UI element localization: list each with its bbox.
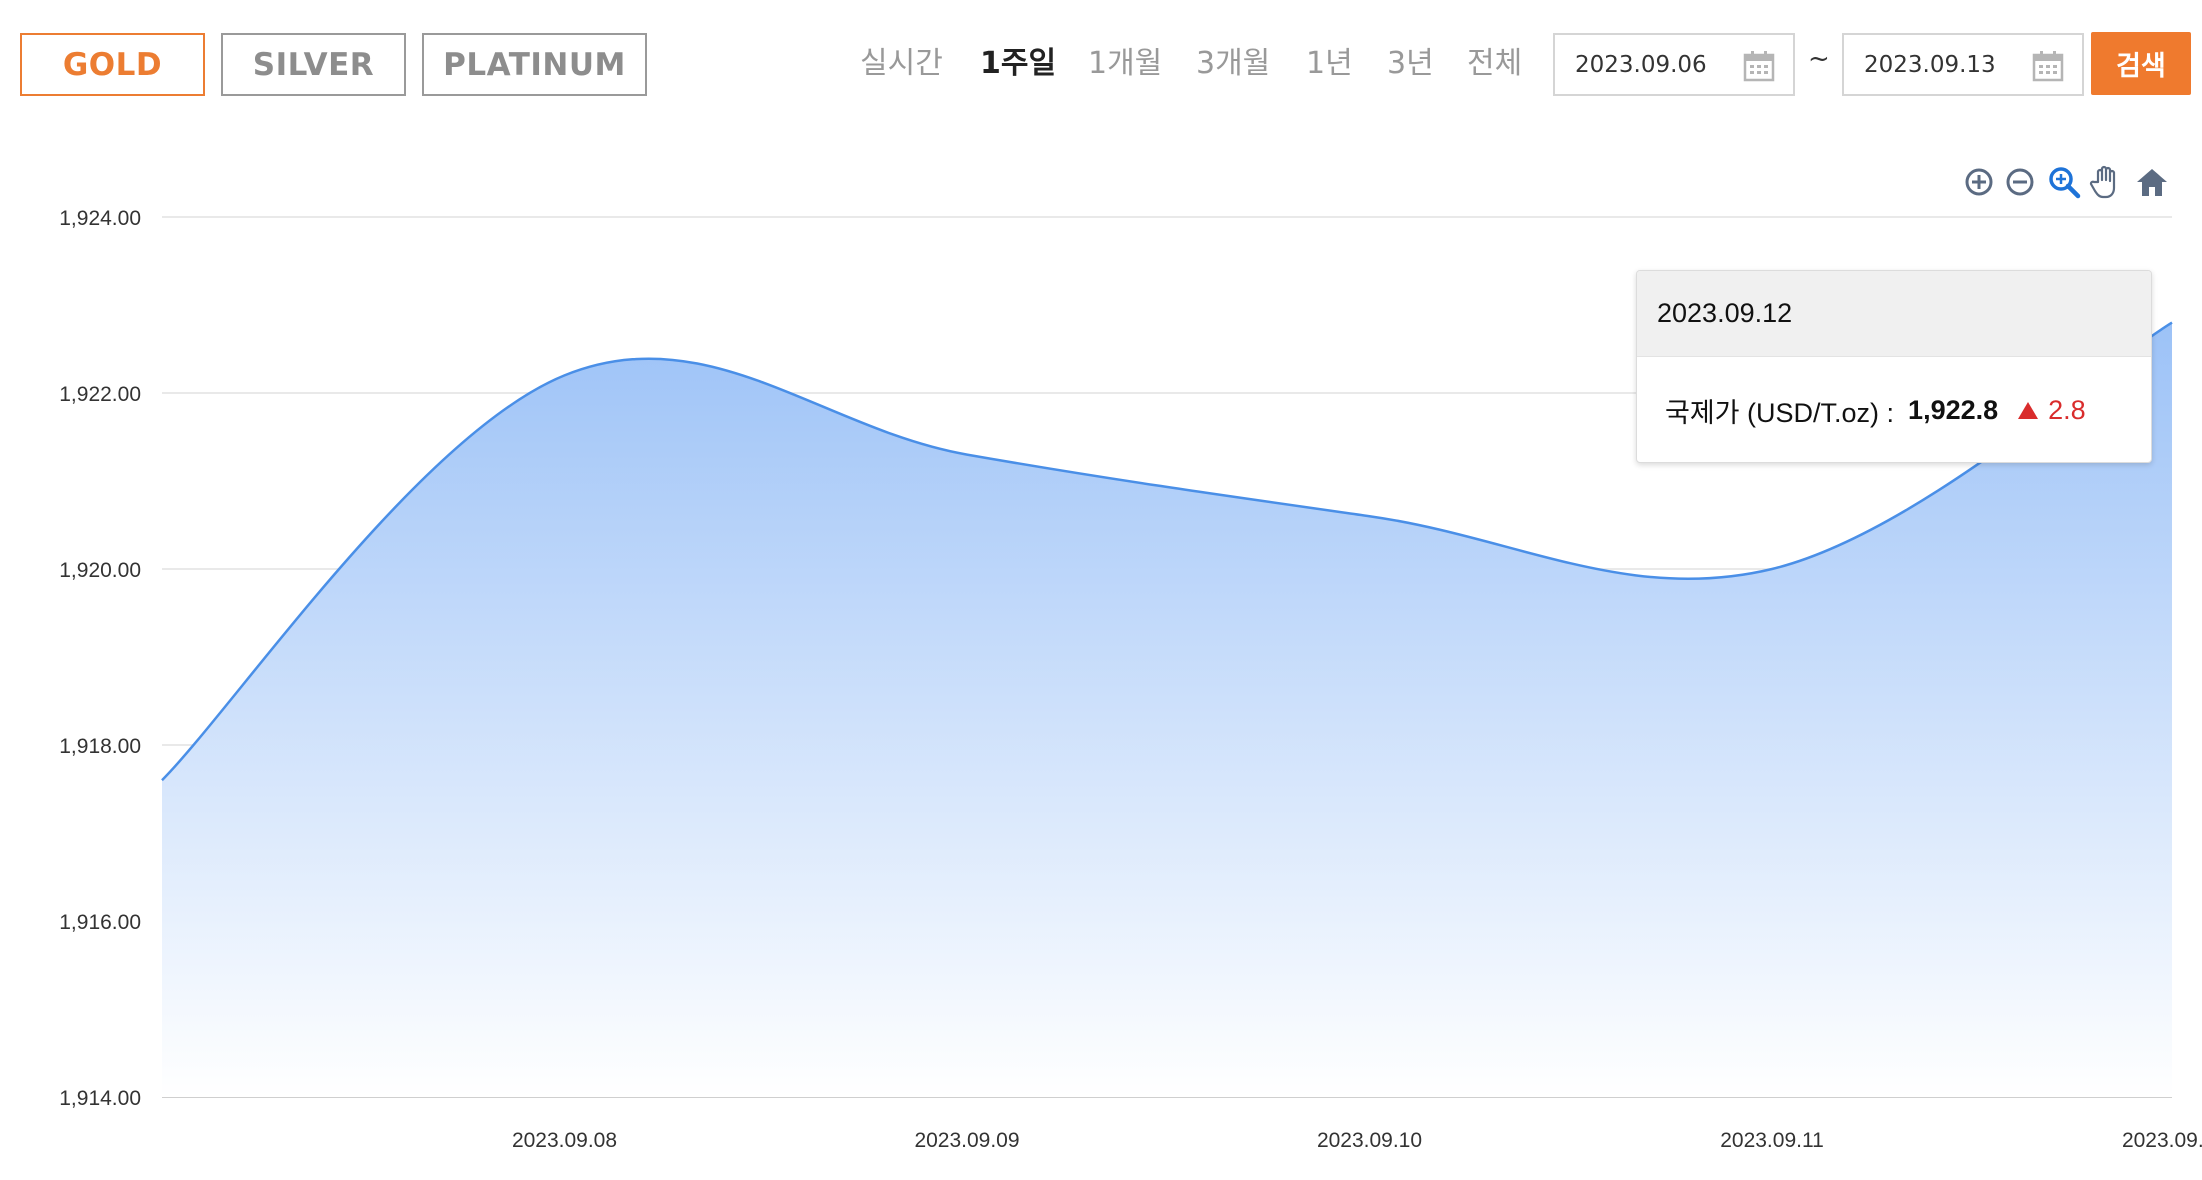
hand-pan-icon[interactable] xyxy=(2089,164,2125,200)
up-triangle-icon xyxy=(2018,402,2039,419)
period-1week[interactable]: 1주일 xyxy=(980,46,1057,81)
period-3month[interactable]: 3개월 xyxy=(1196,46,1271,81)
zoom-in-icon[interactable] xyxy=(1961,164,1997,200)
calendar-icon[interactable] xyxy=(2032,50,2064,82)
chart-tooltip: 2023.09.12 국제가 (USD/T.oz) : 1,922.8 2.8 xyxy=(1636,270,2152,463)
tab-silver[interactable]: SILVER xyxy=(221,33,406,96)
tab-platinum[interactable]: PLATINUM xyxy=(422,33,647,96)
period-1year[interactable]: 1년 xyxy=(1306,46,1353,81)
date-from-value: 2023.09.06 xyxy=(1575,51,1707,78)
period-3year[interactable]: 3년 xyxy=(1387,46,1434,81)
magnifier-icon[interactable] xyxy=(2046,164,2082,200)
home-icon[interactable] xyxy=(2134,164,2170,200)
x-tick-label: 2023.09.08 xyxy=(512,1129,617,1152)
date-separator: ~ xyxy=(1808,44,1830,74)
tooltip-date: 2023.09.12 xyxy=(1637,271,2151,357)
y-tick-label: 1,920.00 xyxy=(59,559,141,582)
tab-gold[interactable]: GOLD xyxy=(20,33,205,96)
series-line xyxy=(161,321,2173,782)
date-to-value: 2023.09.13 xyxy=(1864,51,1996,78)
period-realtime[interactable]: 실시간 xyxy=(860,46,943,81)
period-1month[interactable]: 1개월 xyxy=(1088,46,1163,81)
zoom-out-icon[interactable] xyxy=(2002,164,2038,200)
y-tick-label: 1,922.00 xyxy=(59,383,141,406)
y-tick-label: 1,918.00 xyxy=(59,735,141,758)
date-to-field[interactable]: 2023.09.13 xyxy=(1842,33,2084,96)
y-tick-label: 1,914.00 xyxy=(59,1087,141,1110)
tooltip-label: 국제가 (USD/T.oz) : xyxy=(1665,398,1895,428)
date-from-field[interactable]: 2023.09.06 xyxy=(1553,33,1795,96)
x-tick-label: 2023.09.12 xyxy=(2122,1129,2202,1152)
period-all[interactable]: 전체 xyxy=(1467,46,1523,81)
search-button[interactable]: 검색 xyxy=(2091,32,2191,95)
x-tick-label: 2023.09.10 xyxy=(1317,1129,1422,1152)
tooltip-change: 2.8 xyxy=(2018,395,2086,426)
calendar-icon[interactable] xyxy=(1743,50,1775,82)
y-tick-label: 1,916.00 xyxy=(59,911,141,934)
tooltip-change-value: 2.8 xyxy=(2048,395,2086,425)
x-tick-label: 2023.09.11 xyxy=(1720,1129,1824,1152)
tooltip-value: 1,922.8 xyxy=(1908,395,1999,425)
y-tick-label: 1,924.00 xyxy=(59,207,141,230)
price-area-chart: 1,914.00 1,916.00 1,918.00 1,920.00 1,922.00… xyxy=(59,207,2202,1152)
series-area xyxy=(162,322,2172,1098)
x-tick-label: 2023.09.09 xyxy=(914,1129,1019,1152)
